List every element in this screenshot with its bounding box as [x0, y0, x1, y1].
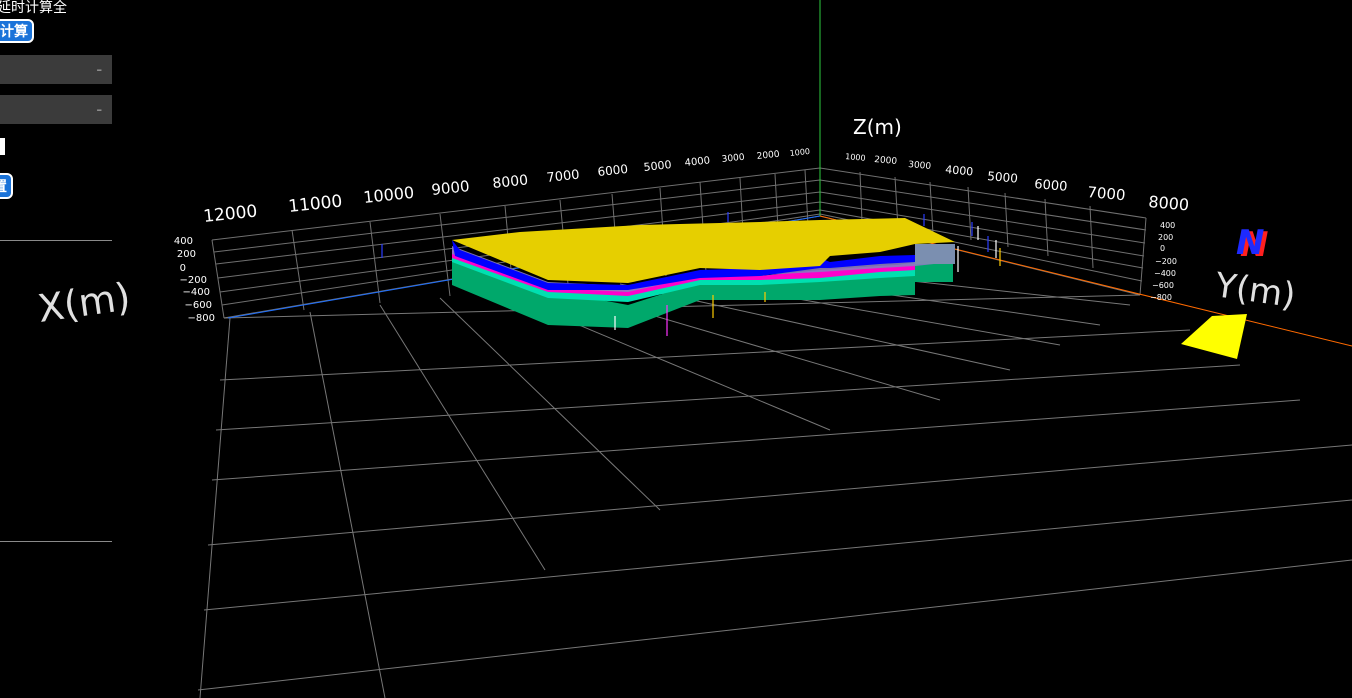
x-tick-label: 12000	[202, 201, 258, 227]
z-tick-labels-left: 400 200 0 −200 −400 −600 −800	[174, 236, 215, 324]
north-label-shadow: N	[1240, 225, 1268, 265]
settings-button-label: 置	[0, 176, 7, 196]
z-tick-label: −200	[1155, 257, 1177, 266]
control-panel: 延时计算全 计算 – – 置	[0, 0, 112, 698]
x-tick-label: 5000	[643, 158, 672, 174]
calculate-button[interactable]: 计算	[0, 19, 34, 43]
y-tick-label: 8000	[1148, 192, 1190, 214]
y-tick-label: 2000	[874, 155, 898, 167]
y-axis-label: Y(m)	[1212, 265, 1298, 316]
chevron-down-icon: –	[96, 103, 103, 116]
y-tick-label: 5000	[987, 169, 1019, 186]
x-tick-label: 3000	[721, 153, 745, 165]
z-tick-label: −400	[183, 287, 210, 298]
divider	[0, 541, 112, 542]
z-tick-label: −600	[1152, 281, 1174, 290]
z-tick-label: 0	[1160, 244, 1165, 253]
z-tick-label: 400	[1160, 221, 1175, 230]
calculate-button-label: 计算	[0, 24, 28, 40]
back-wall-grid-right	[819, 167, 1147, 296]
geology-model[interactable]	[452, 218, 955, 328]
x-tick-label: 8000	[492, 172, 529, 192]
select-dropdown-1[interactable]: –	[0, 55, 112, 84]
panel-title: 延时计算全	[0, 0, 67, 16]
y-tick-label: 7000	[1087, 183, 1127, 204]
z-tick-label: 0	[180, 263, 186, 274]
layer-strata	[452, 246, 953, 292]
x-tick-label: 7000	[546, 168, 580, 186]
z-tick-label: 200	[1158, 233, 1173, 242]
z-tick-label: −200	[180, 275, 207, 286]
y-tick-label: 4000	[945, 163, 974, 178]
z-tick-label: −800	[188, 313, 215, 324]
layer-green	[452, 250, 953, 328]
z-tick-labels-right: 400 200 0 −200 −400 −600 −800	[1150, 221, 1177, 302]
y-tick-label: 1000	[845, 152, 866, 163]
y-tick-label: 3000	[908, 160, 932, 172]
x-tick-label: 9000	[431, 177, 471, 199]
x-tick-label: 4000	[684, 155, 710, 169]
divider	[0, 240, 112, 241]
well-markers	[381, 212, 1001, 336]
x-tick-label: 10000	[362, 183, 415, 207]
x-tick-label: 6000	[597, 162, 629, 179]
y-tick-label: 6000	[1034, 177, 1068, 195]
z-axis-label: Z(m)	[853, 115, 902, 139]
checkbox-toggle[interactable]	[0, 138, 5, 155]
x-tick-label: 2000	[756, 150, 780, 162]
layer-magenta	[452, 250, 915, 296]
floor-grid	[197, 271, 1352, 698]
compass-arrow-icon	[1181, 314, 1247, 359]
north-compass: N N	[1181, 223, 1268, 359]
x-tick-label: 11000	[287, 191, 343, 217]
north-label: N	[1236, 223, 1264, 263]
x-tick-label: 1000	[789, 147, 810, 158]
z-tick-label: 400	[174, 236, 193, 247]
z-tick-label: 200	[177, 249, 196, 260]
layer-blue	[452, 240, 955, 290]
layer-right-block-side	[915, 244, 955, 264]
layer-top-surface	[452, 218, 955, 283]
z-tick-label: −400	[1154, 269, 1176, 278]
chevron-down-icon: –	[96, 63, 103, 76]
z-tick-label: −800	[1150, 293, 1172, 302]
y-tick-labels: 1000 2000 3000 4000 5000 6000 7000 8000	[845, 152, 1190, 215]
z-tick-label: −600	[185, 300, 212, 311]
settings-button[interactable]: 置	[0, 173, 13, 199]
select-dropdown-2[interactable]: –	[0, 95, 112, 124]
